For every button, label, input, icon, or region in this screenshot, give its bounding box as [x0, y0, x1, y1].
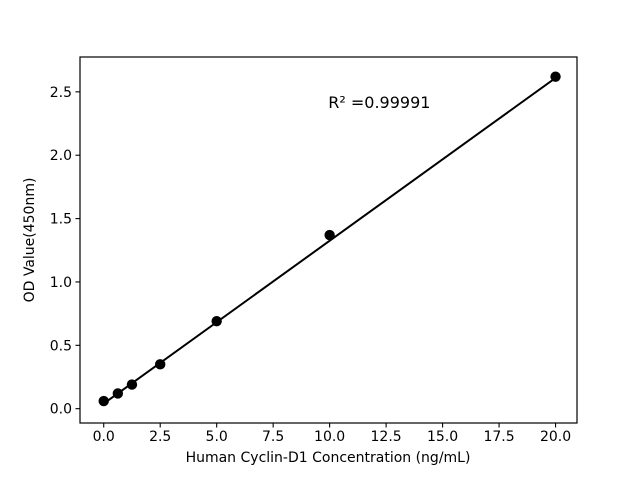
x-axis-label: Human Cyclin-D1 Concentration (ng/mL)	[186, 450, 471, 466]
y-ticks: 0.0 0.5 1.0 1.5 2.0 2.5	[50, 85, 80, 418]
y-tick-label: 1.0	[50, 275, 72, 291]
x-tick-label: 15.0	[427, 429, 458, 445]
x-tick-label: 10.0	[314, 429, 345, 445]
y-tick-label: 1.5	[50, 212, 72, 228]
data-point	[112, 388, 124, 399]
regression-line	[102, 76, 557, 405]
data-points	[98, 71, 561, 407]
data-point	[154, 359, 166, 370]
y-axis-label: OD Value(450nm)	[22, 178, 38, 303]
data-point	[324, 229, 335, 241]
x-tick-label: 20.0	[540, 429, 571, 445]
y-tick-label: 2.5	[50, 85, 72, 101]
y-tick-label: 0.5	[50, 338, 72, 354]
x-tick-label: 5.0	[206, 429, 228, 445]
fit-line	[102, 76, 557, 405]
x-ticks: 0.0 2.5 5.0 7.5 10.0 12.5 15.0 17.5 20.0	[93, 423, 571, 445]
x-tick-label: 2.5	[149, 429, 171, 445]
x-tick-label: 17.5	[483, 429, 514, 445]
data-point	[126, 379, 138, 390]
y-tick-label: 0.0	[50, 402, 72, 418]
x-tick-label: 12.5	[371, 429, 402, 445]
data-point	[211, 316, 222, 327]
data-point	[550, 71, 561, 82]
data-point	[98, 395, 109, 407]
x-tick-label: 7.5	[262, 429, 284, 445]
r-squared-annotation: R² =0.99991	[328, 93, 430, 112]
y-tick-label: 2.0	[50, 148, 72, 164]
x-tick-label: 0.0	[93, 429, 115, 445]
plot-border	[79, 56, 578, 424]
